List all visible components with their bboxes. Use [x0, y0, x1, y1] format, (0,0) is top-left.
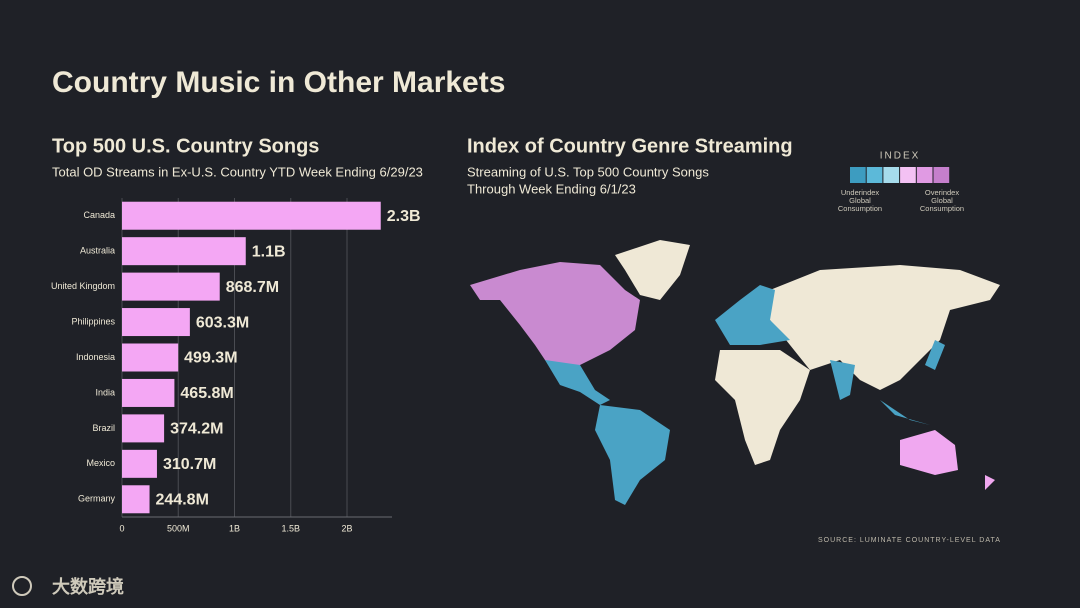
value-label: 1.1B [252, 243, 286, 260]
y-tick-label: United Kingdom [51, 281, 115, 291]
y-tick-label: Germany [78, 494, 116, 504]
europe [715, 285, 790, 345]
legend-low-label: Underindex [841, 188, 880, 197]
asia [770, 265, 1000, 390]
legend-high-label: Global [931, 196, 953, 205]
slide-title: Country Music in Other Markets [52, 66, 505, 99]
x-tick-label: 2B [341, 523, 352, 533]
india [830, 360, 855, 400]
map-title: Index of Country Genre Streaming [467, 135, 793, 157]
y-tick-label: Canada [83, 210, 115, 220]
y-tick-label: Mexico [86, 458, 115, 468]
world-map [470, 240, 1000, 505]
bar [122, 449, 157, 478]
central-america [545, 360, 610, 405]
x-tick-label: 0 [119, 523, 124, 533]
south-america [595, 405, 670, 505]
legend-title: INDEX [880, 151, 921, 162]
legend-swatch [850, 167, 866, 183]
value-label: 374.2M [170, 421, 223, 438]
value-label: 868.7M [226, 279, 279, 296]
value-label: 603.3M [196, 314, 249, 331]
bar [122, 272, 220, 301]
legend-high-label: Consumption [920, 204, 964, 213]
x-tick-label: 1.5B [281, 523, 300, 533]
x-tick-label: 500M [167, 523, 190, 533]
africa [715, 350, 810, 465]
bar [122, 485, 150, 514]
legend-low-label: Consumption [838, 204, 882, 213]
source-note: SOURCE: LUMINATE COUNTRY-LEVEL DATA [818, 537, 1001, 544]
watermark: 大数跨境 [52, 576, 124, 597]
new-zealand [985, 475, 995, 490]
y-tick-label: Brazil [92, 423, 115, 433]
legend-swatch [883, 167, 900, 183]
y-tick-label: Australia [80, 246, 115, 256]
bar [122, 308, 190, 337]
legend-swatch [866, 167, 883, 183]
y-tick-label: Indonesia [76, 352, 115, 362]
australia [900, 430, 958, 475]
bar [122, 237, 246, 266]
bar [122, 414, 165, 443]
japan [925, 340, 945, 370]
legend-swatch [900, 167, 916, 183]
value-label: 244.8M [156, 491, 209, 508]
value-label: 310.7M [163, 456, 216, 473]
chart-subtitle: Total OD Streams in Ex-U.S. Country YTD … [52, 164, 423, 179]
value-label: 2.3B [387, 208, 421, 225]
bar [122, 378, 175, 407]
legend-high-label: Overindex [925, 188, 959, 197]
x-tick-label: 1B [229, 523, 240, 533]
map-subtitle: Streaming of U.S. Top 500 Country Songs [467, 164, 709, 179]
north-america [470, 262, 640, 375]
logo [12, 576, 32, 596]
chart-title: Top 500 U.S. Country Songs [52, 135, 319, 157]
legend-swatch [916, 167, 933, 183]
y-tick-label: India [95, 387, 115, 397]
bar [122, 343, 179, 372]
value-label: 465.8M [180, 385, 233, 402]
map-subtitle: Through Week Ending 6/1/23 [467, 181, 636, 196]
bar [122, 201, 381, 230]
y-tick-label: Philippines [71, 316, 115, 326]
value-label: 499.3M [184, 350, 237, 367]
greenland [615, 240, 690, 300]
legend-swatch [933, 167, 950, 183]
legend-low-label: Global [849, 196, 871, 205]
uk [722, 310, 732, 327]
